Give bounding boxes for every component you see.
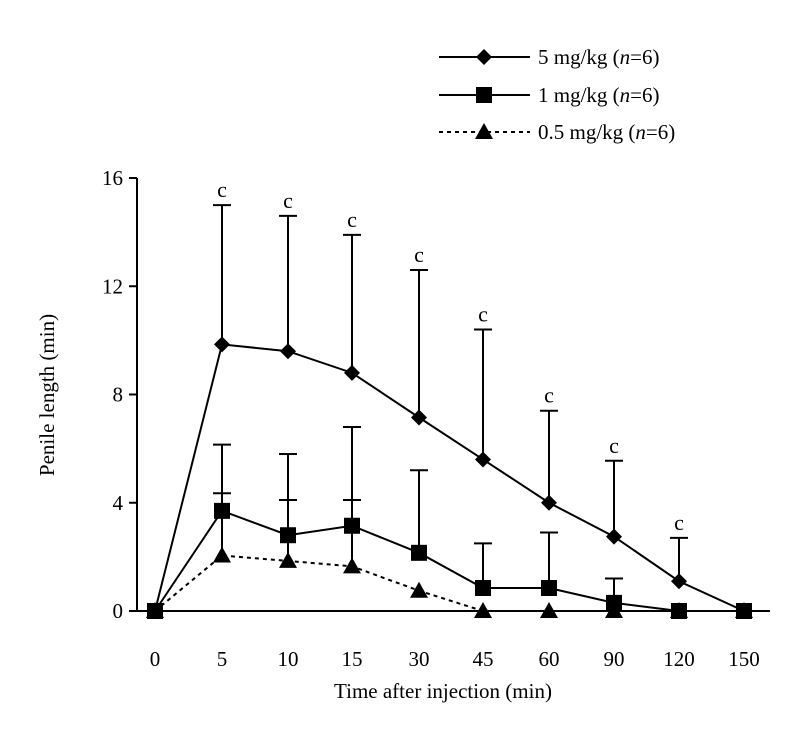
x-tick-label: 0 <box>150 647 161 671</box>
legend-entry: 1 mg/kg (n=6) <box>538 83 660 107</box>
significance-label: c <box>544 383 554 408</box>
data-point-square <box>411 544 427 561</box>
significance-labels: c c c c c c c c <box>217 177 684 535</box>
significance-label: c <box>478 302 488 327</box>
series-lines <box>154 343 745 612</box>
series-line-square <box>154 509 744 612</box>
x-tick-label: 30 <box>409 647 430 671</box>
data-point-diamond <box>671 573 687 590</box>
data-point-triangle <box>735 602 753 618</box>
legend-marker-triangle <box>475 123 493 139</box>
y-tick-label: 8 <box>113 383 124 407</box>
data-point-triangle <box>474 602 492 618</box>
x-tick-label: 10 <box>278 647 299 671</box>
legend-marker-diamond <box>476 49 492 65</box>
data-point-diamond <box>280 343 296 360</box>
data-point-square <box>475 579 491 596</box>
significance-label: c <box>217 177 227 202</box>
data-point-diamond <box>344 364 360 381</box>
legend-marker-square <box>476 87 492 103</box>
x-tick-label: 45 <box>473 647 494 671</box>
error-bars <box>213 204 688 603</box>
data-point-square <box>280 527 296 544</box>
x-tick-label: 60 <box>539 647 560 671</box>
x-tick-label: 15 <box>342 647 363 671</box>
data-point-square <box>214 502 230 519</box>
series-markers <box>146 336 753 619</box>
data-point-triangle <box>410 581 428 598</box>
significance-label: c <box>674 510 684 535</box>
series-line-diamond <box>154 343 745 612</box>
legend: 5 mg/kg (n=6) 1 mg/kg (n=6) 0.5 mg/kg (n=6… <box>439 45 675 144</box>
significance-label: c <box>414 242 424 267</box>
significance-label: c <box>283 188 293 213</box>
data-point-triangle <box>540 602 558 618</box>
x-axis-title: Time after injection (min) <box>334 679 552 703</box>
series-line-triangle <box>154 554 744 612</box>
x-tick-label: 150 <box>728 647 760 671</box>
data-point-triangle <box>605 602 623 618</box>
significance-label: c <box>609 433 619 458</box>
data-point-diamond <box>606 528 622 545</box>
y-tick-label: 16 <box>102 166 123 190</box>
data-point-triangle <box>146 602 164 618</box>
data-point-triangle <box>343 557 361 574</box>
data-point-diamond <box>475 451 491 468</box>
x-tick-label: 90 <box>604 647 625 671</box>
y-tick-label: 4 <box>113 491 124 515</box>
data-point-square <box>344 517 360 534</box>
y-axis-title: Penile length (min) <box>35 314 59 476</box>
significance-label: c <box>347 207 357 232</box>
x-tick-label: 120 <box>663 647 695 671</box>
data-point-diamond <box>214 336 230 353</box>
legend-entry: 5 mg/kg (n=6) <box>538 45 660 69</box>
legend-entry: 0.5 mg/kg (n=6) <box>538 120 675 144</box>
data-point-diamond <box>541 494 557 511</box>
x-tick-label: 5 <box>217 647 228 671</box>
data-point-triangle <box>670 602 688 618</box>
y-tick-label: 0 <box>113 599 124 623</box>
data-point-triangle <box>279 551 297 568</box>
data-point-triangle <box>213 546 231 563</box>
y-tick-label: 12 <box>102 274 123 298</box>
data-point-diamond <box>411 409 427 426</box>
data-point-square <box>541 579 557 596</box>
